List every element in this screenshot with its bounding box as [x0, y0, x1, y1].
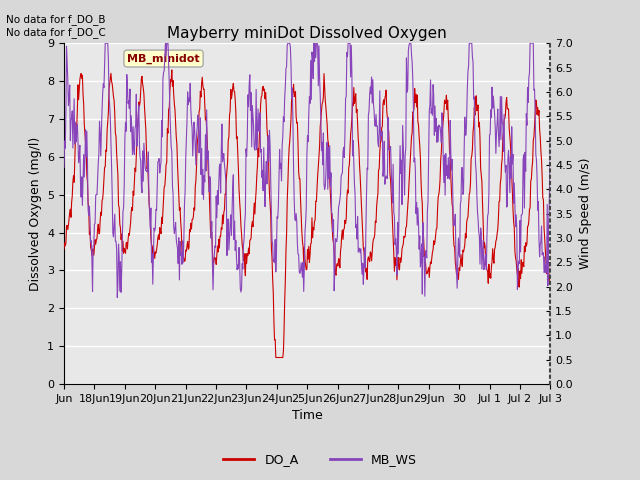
Y-axis label: Wind Speed (m/s): Wind Speed (m/s)	[579, 158, 591, 269]
Title: Mayberry miniDot Dissolved Oxygen: Mayberry miniDot Dissolved Oxygen	[167, 25, 447, 41]
X-axis label: Time: Time	[292, 409, 323, 422]
Text: MB_minidot: MB_minidot	[127, 53, 200, 64]
Legend: DO_A, MB_WS: DO_A, MB_WS	[218, 448, 422, 471]
Y-axis label: Dissolved Oxygen (mg/l): Dissolved Oxygen (mg/l)	[29, 136, 42, 291]
Text: No data for f_DO_B
No data for f_DO_C: No data for f_DO_B No data for f_DO_C	[6, 14, 106, 38]
